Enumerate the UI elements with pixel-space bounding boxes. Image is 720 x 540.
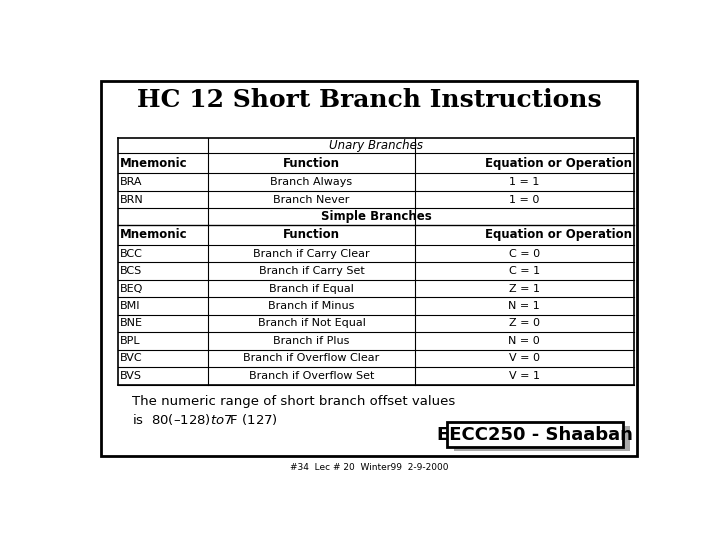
Text: Branch Never: Branch Never: [274, 194, 350, 205]
Text: Mnemonic: Mnemonic: [120, 157, 188, 170]
Text: Branch if Equal: Branch if Equal: [269, 284, 354, 294]
Text: Z = 1: Z = 1: [509, 284, 540, 294]
Text: BRA: BRA: [120, 177, 143, 187]
Text: BRN: BRN: [120, 194, 144, 205]
Text: Branch if Not Equal: Branch if Not Equal: [258, 319, 365, 328]
Text: is  $80 (–128) to $7F (127): is $80 (–128) to $7F (127): [132, 413, 278, 427]
Text: BVC: BVC: [120, 353, 143, 363]
Text: BEQ: BEQ: [120, 284, 143, 294]
Text: BCS: BCS: [120, 266, 143, 276]
Text: 1 = 0: 1 = 0: [509, 194, 539, 205]
Text: Branch if Plus: Branch if Plus: [274, 336, 350, 346]
Text: BVS: BVS: [120, 371, 142, 381]
Text: HC 12 Short Branch Instructions: HC 12 Short Branch Instructions: [137, 88, 601, 112]
Text: Branch if Overflow Clear: Branch if Overflow Clear: [243, 353, 379, 363]
Text: Unary Branches: Unary Branches: [329, 139, 423, 152]
Text: Mnemonic: Mnemonic: [120, 228, 188, 241]
Text: Equation or Operation: Equation or Operation: [485, 157, 632, 170]
Text: N = 0: N = 0: [508, 336, 540, 346]
Bar: [454, 426, 629, 451]
Bar: [447, 422, 623, 447]
Text: C = 1: C = 1: [509, 266, 540, 276]
Text: V = 0: V = 0: [509, 353, 540, 363]
Text: Branch if Overflow Set: Branch if Overflow Set: [249, 371, 374, 381]
Text: 1 = 1: 1 = 1: [509, 177, 539, 187]
Text: #34  Lec # 20  Winter99  2-9-2000: #34 Lec # 20 Winter99 2-9-2000: [289, 463, 449, 472]
Text: C = 0: C = 0: [509, 248, 540, 259]
Text: Function: Function: [283, 157, 340, 170]
Text: Branch if Carry Set: Branch if Carry Set: [258, 266, 364, 276]
Text: EECC250 - Shaaban: EECC250 - Shaaban: [437, 426, 633, 444]
Text: Branch if Carry Clear: Branch if Carry Clear: [253, 248, 370, 259]
Text: Simple Branches: Simple Branches: [320, 210, 431, 223]
Text: V = 1: V = 1: [509, 371, 540, 381]
Text: Equation or Operation: Equation or Operation: [485, 228, 632, 241]
Text: Z = 0: Z = 0: [509, 319, 540, 328]
Text: Branch if Minus: Branch if Minus: [269, 301, 355, 311]
Text: BMI: BMI: [120, 301, 140, 311]
Text: Branch Always: Branch Always: [271, 177, 353, 187]
Text: The numeric range of short branch offset values: The numeric range of short branch offset…: [132, 395, 455, 408]
Text: BCC: BCC: [120, 248, 143, 259]
Text: Function: Function: [283, 228, 340, 241]
Text: BPL: BPL: [120, 336, 140, 346]
Text: N = 1: N = 1: [508, 301, 540, 311]
Text: BNE: BNE: [120, 319, 143, 328]
